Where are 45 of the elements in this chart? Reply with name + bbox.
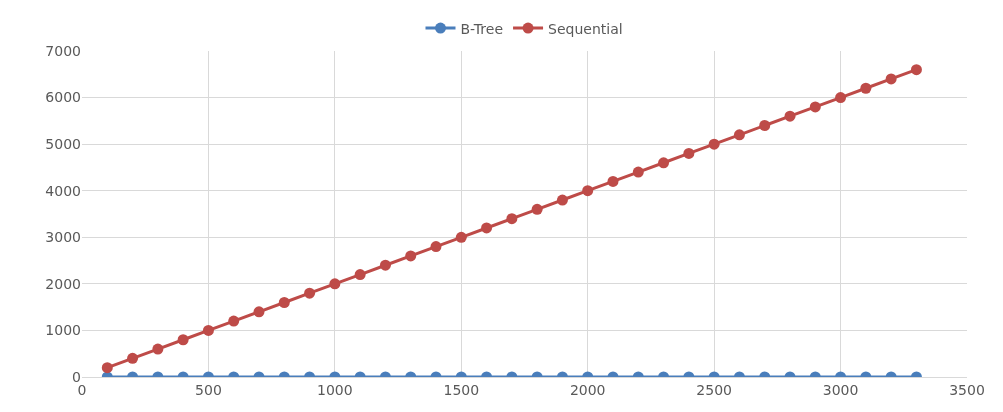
point (784, 110, 796, 122)
point (278, 296, 290, 308)
point (582, 185, 594, 197)
point (304, 287, 316, 299)
point (379, 259, 391, 271)
y-tick-label: 6000 (45, 89, 81, 106)
point (430, 241, 442, 253)
point (683, 147, 695, 159)
point (632, 166, 644, 178)
point (228, 315, 240, 327)
point (708, 138, 720, 150)
point (759, 120, 771, 132)
y-tick-label: 7000 (45, 42, 81, 59)
point (607, 175, 619, 187)
point (556, 194, 568, 206)
point (910, 64, 922, 76)
y-tick-label: 1000 (45, 322, 81, 339)
point (809, 101, 821, 113)
point (329, 278, 341, 290)
point (354, 269, 366, 281)
x-tick-label: 3000 (822, 381, 859, 398)
x-tick-label: 2000 (569, 381, 606, 398)
point (405, 250, 417, 262)
x-tick-label: 2500 (696, 381, 732, 398)
point (531, 203, 543, 215)
point (835, 92, 847, 104)
x-tick-label: 500 (195, 381, 222, 398)
x-tick-label: 1000 (317, 381, 353, 398)
point (658, 157, 670, 169)
y-tick-label: 5000 (45, 136, 81, 153)
point (733, 129, 745, 141)
y-tick-label: 3000 (45, 229, 81, 246)
legend-label: B-Tree (460, 20, 504, 37)
point (481, 222, 493, 234)
point (885, 73, 897, 85)
y-tick-label: 2000 (45, 275, 81, 292)
x-tick-label: 1500 (443, 381, 480, 398)
legend-label: Sequential (548, 20, 623, 37)
point (455, 231, 467, 243)
x-tick-label: 3500 (949, 381, 985, 398)
point (860, 82, 872, 94)
y-tick-label: 4000 (45, 182, 81, 199)
point (506, 213, 518, 225)
point (202, 324, 214, 336)
y-tick-label: 0 (72, 368, 81, 385)
